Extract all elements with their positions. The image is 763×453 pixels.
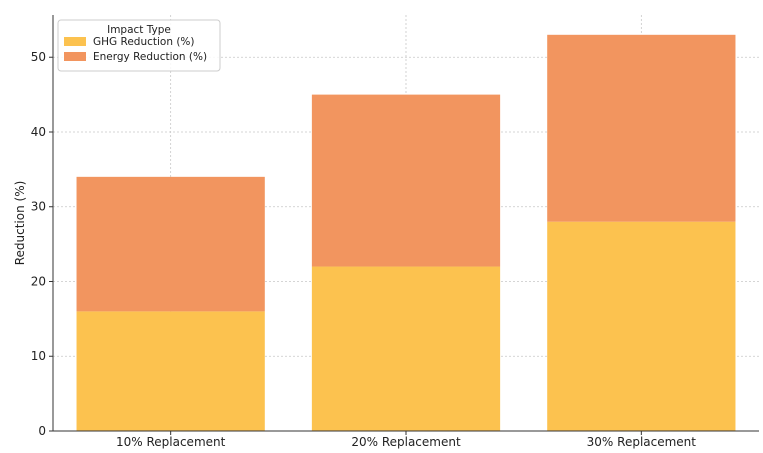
bar-ghg-2	[311, 266, 501, 431]
legend-items: GHG Reduction (%) Energy Reduction (%)	[64, 36, 207, 63]
y-tick-label: 10	[31, 349, 46, 363]
y-tick-label: 20	[31, 274, 46, 288]
bar-energy-3	[547, 34, 736, 222]
axes: 0 10 20 30 40 50 10% Replacement 20% Replacemen…	[31, 15, 759, 449]
x-tick-label: 10% Replacement	[116, 435, 226, 449]
legend-title: Impact Type	[107, 24, 171, 36]
legend-label: Energy Reduction (%)	[93, 51, 207, 63]
legend-swatch	[64, 37, 86, 46]
x-tick-label: 20% Replacement	[351, 435, 461, 449]
legend-label: GHG Reduction (%)	[93, 36, 195, 48]
legend: Impact Type GHG Reduction (%) Energy Redu…	[57, 19, 221, 72]
y-axis-label: Reduction (%)	[13, 181, 27, 266]
x-tick-label: 30% Replacement	[587, 435, 697, 449]
y-tick-label: 40	[31, 125, 46, 139]
bar-ghg-1	[76, 311, 265, 431]
y-tick-label: 30	[31, 200, 46, 214]
legend-swatch	[64, 52, 86, 61]
bars	[76, 34, 736, 431]
y-tick-label: 50	[31, 50, 46, 64]
bar-ghg-3	[547, 221, 736, 431]
bar-energy-1	[76, 176, 265, 312]
legend-box	[57, 19, 221, 72]
y-tick-label: 0	[38, 424, 46, 438]
bar-energy-2	[311, 94, 501, 267]
